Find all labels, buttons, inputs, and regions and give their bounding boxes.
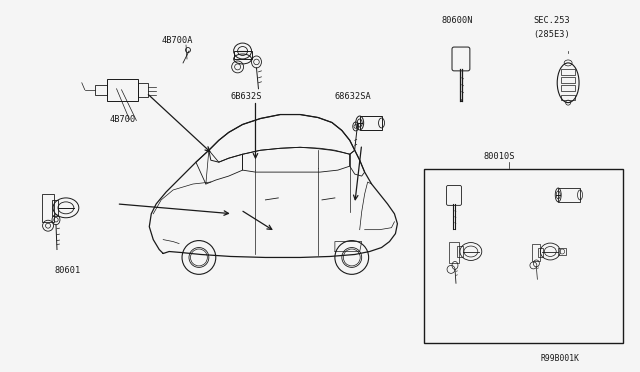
Text: R99B001K: R99B001K xyxy=(540,354,579,363)
Bar xyxy=(558,247,566,256)
Text: SEC.253: SEC.253 xyxy=(533,16,570,25)
Bar xyxy=(532,244,540,262)
Bar xyxy=(107,79,138,101)
Text: 68632SA: 68632SA xyxy=(335,92,372,101)
Bar xyxy=(561,69,575,75)
Bar xyxy=(52,200,58,216)
Bar xyxy=(42,194,54,222)
Bar xyxy=(561,95,575,100)
Text: 80010S: 80010S xyxy=(484,152,515,161)
Bar xyxy=(424,169,623,343)
Text: 80601: 80601 xyxy=(54,266,80,275)
Text: (285E3): (285E3) xyxy=(533,30,570,39)
Bar xyxy=(449,241,459,263)
Bar xyxy=(538,247,543,257)
Bar xyxy=(558,188,580,202)
Text: 6B632S: 6B632S xyxy=(230,92,262,101)
Text: 4B700: 4B700 xyxy=(109,115,136,125)
Text: 4B700A: 4B700A xyxy=(161,36,193,45)
Bar xyxy=(360,116,381,131)
Bar xyxy=(234,51,252,59)
Bar xyxy=(457,246,463,257)
Bar xyxy=(561,85,575,91)
Bar xyxy=(95,85,107,95)
Bar xyxy=(561,77,575,83)
Text: 80600N: 80600N xyxy=(441,16,472,25)
Bar xyxy=(138,83,148,97)
